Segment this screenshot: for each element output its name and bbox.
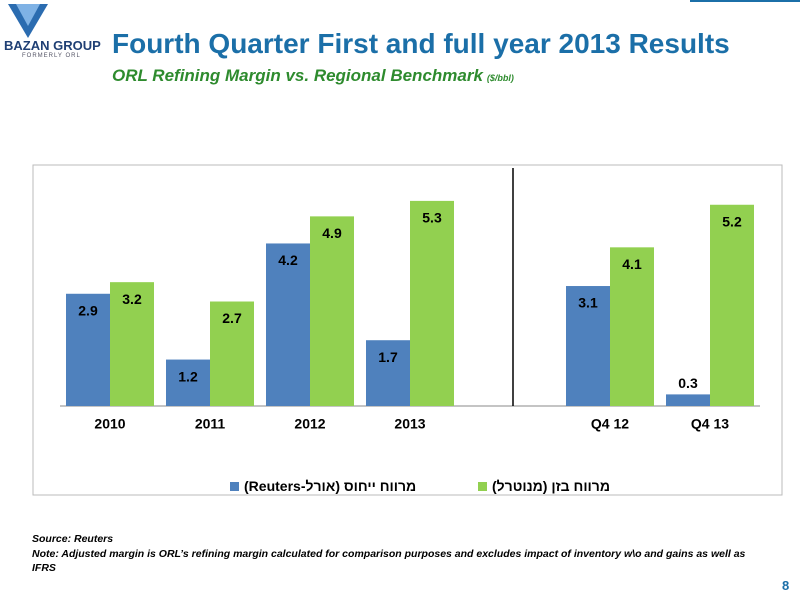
x-tick-label: Q4 12 — [591, 416, 629, 432]
legend-item: מרווח ייחוס (אורל-Reuters) — [230, 478, 416, 494]
bar — [610, 247, 654, 406]
bar — [210, 301, 254, 406]
data-label: 3.1 — [578, 295, 598, 311]
legend-item: מרווח בזן (מנוטרל) — [478, 478, 610, 494]
x-tick-label: Q4 13 — [691, 416, 729, 432]
top-rule — [690, 0, 800, 2]
bar — [410, 200, 454, 406]
data-label: 2.9 — [78, 302, 98, 318]
bar — [66, 293, 110, 406]
x-tick-label: 2013 — [394, 416, 425, 432]
bar — [166, 359, 210, 406]
subtitle: ORL Refining Margin vs. Regional Benchma… — [112, 66, 483, 85]
logo-icon — [8, 4, 48, 38]
legend-label: מרווח ייחוס (אורל-Reuters) — [244, 478, 417, 494]
data-label: 1.2 — [178, 368, 198, 384]
chart-frame — [32, 164, 783, 496]
data-label: 4.1 — [622, 256, 642, 272]
bar — [666, 394, 710, 406]
logo-name: BAZAN GROUP — [4, 38, 101, 53]
chart: 2010 2.9 3.2 2011 1.2 2.7 2012 4.2 4.9 2013 1.7 5.3… — [32, 164, 783, 496]
note: Note: Adjusted margin is ORL’s refining … — [32, 548, 746, 574]
bar — [566, 286, 610, 406]
bar — [266, 243, 310, 406]
data-label: 5.2 — [722, 213, 742, 229]
x-tick-label: 2011 — [195, 416, 226, 432]
logo-sub: FORMERLY ORL — [22, 53, 81, 59]
data-label: 1.7 — [378, 349, 398, 365]
x-tick-label: 2010 — [94, 416, 125, 432]
bar — [310, 216, 354, 406]
data-label: 3.2 — [122, 291, 142, 307]
subtitle-block: ORL Refining Margin vs. Regional Benchma… — [112, 66, 514, 86]
unit: ($/bbl) — [486, 73, 514, 83]
bar — [110, 282, 154, 406]
page-number: 8 — [782, 578, 790, 593]
data-label: 0.3 — [678, 375, 698, 391]
title: Fourth Quarter First and full year 2013 … — [112, 28, 730, 59]
bar — [366, 340, 410, 406]
data-label: 5.3 — [422, 210, 442, 226]
data-label: 2.7 — [222, 310, 242, 326]
legend-swatch — [478, 481, 487, 491]
legend-swatch — [230, 481, 239, 491]
data-label: 4.2 — [278, 252, 298, 268]
x-tick-label: 2012 — [294, 416, 325, 432]
legend-label: מרווח בזן (מנוטרל) — [492, 478, 611, 494]
source: Source: Reuters — [32, 533, 114, 545]
bar — [710, 204, 754, 406]
data-label: 4.9 — [322, 225, 342, 241]
